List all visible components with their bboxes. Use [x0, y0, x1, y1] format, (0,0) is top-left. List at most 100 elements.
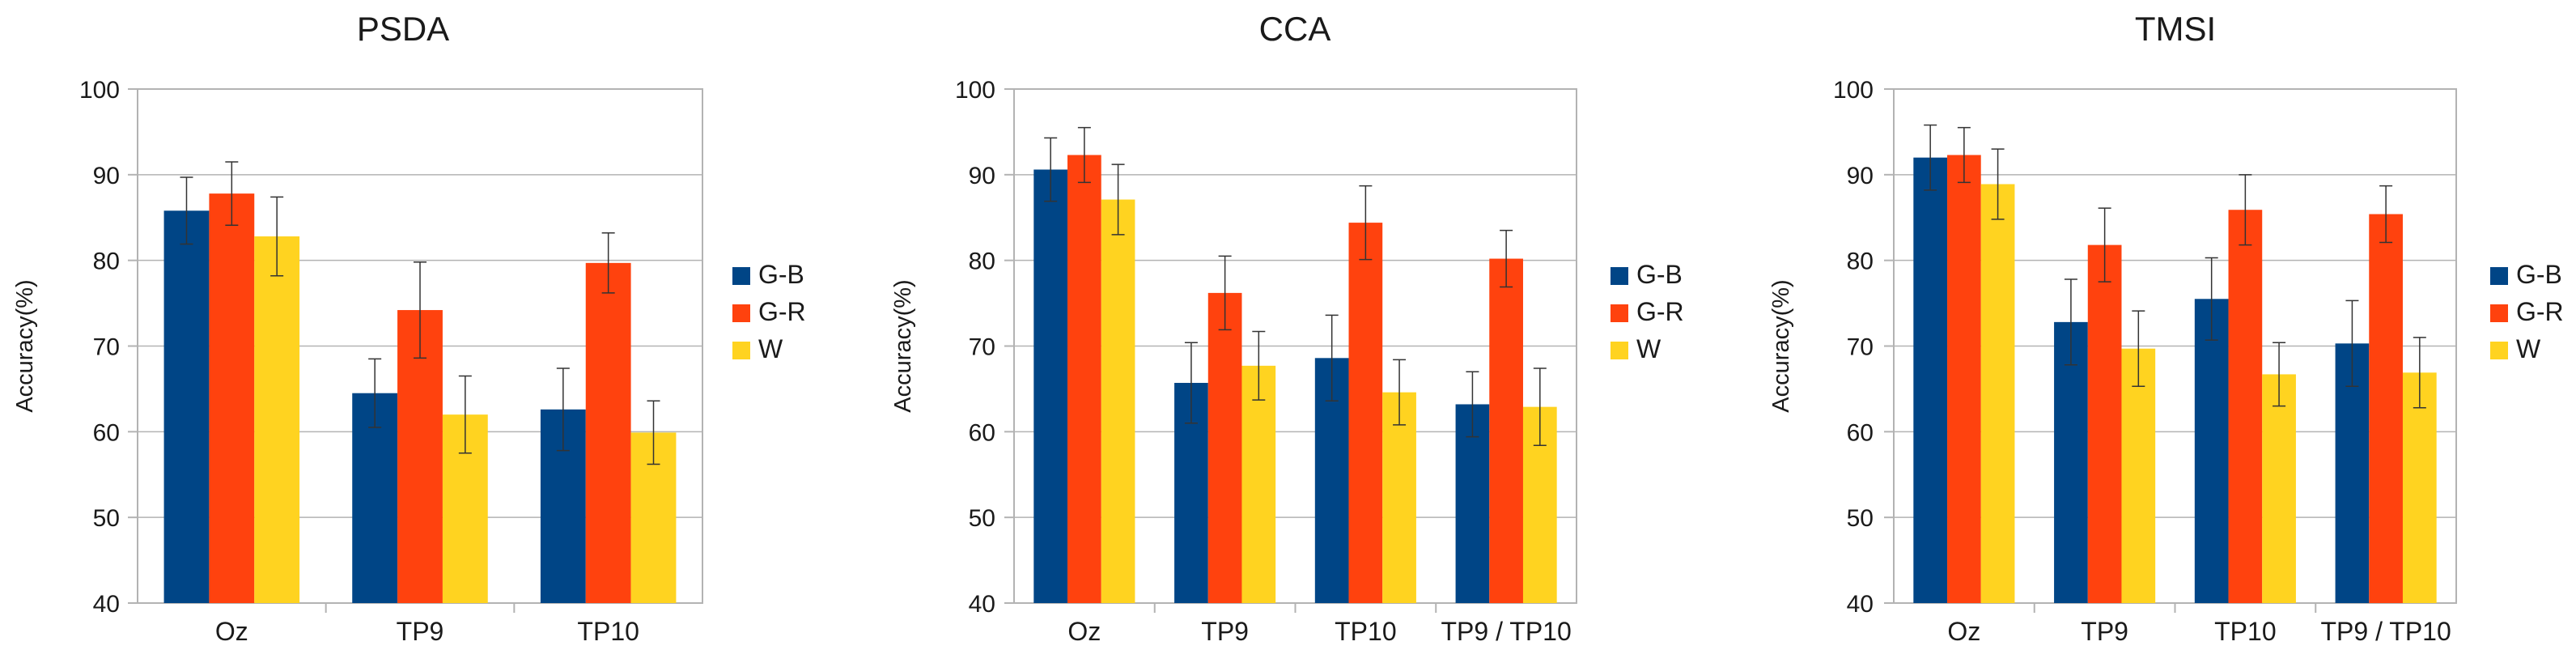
chart-psda-title: PSDA [357, 10, 449, 48]
chart-psda-bar-g-b-tp9 [352, 393, 398, 603]
chart-tmsi-y-tick-label: 80 [1847, 249, 1874, 275]
chart-psda-y-tick-label: 90 [93, 163, 120, 189]
chart-tmsi-y-tick-label: 60 [1847, 419, 1874, 446]
chart-psda-error-bar-g-b-tp10 [556, 367, 570, 452]
chart-psda-error-bar-g-b-tp9 [368, 358, 382, 428]
chart-psda-y-axis-label: Accuracy(%) [12, 279, 38, 412]
chart-cca-bar-w-tp9 [1241, 365, 1276, 603]
chart-psda: PSDA Accuracy(%) 40 50 60 70 80 90 100 Oz TP9 TP10 G… [12, 10, 806, 646]
chart-psda-error-bar-w-oz [270, 196, 284, 277]
chart-cca-legend-label-w: W [1636, 334, 1661, 363]
chart-cca-error-bar-g-b-tp10 [1325, 314, 1339, 401]
chart-tmsi-x-tick-label: TP9 / TP10 [2320, 617, 2451, 646]
chart-cca-error-bar-g-b-tp9-tp10 [1466, 371, 1479, 438]
chart-cca-bar-g-r-oz [1067, 155, 1101, 603]
chart-psda-bar-g-r-oz [209, 193, 255, 603]
chart-cca-y-tick-label: 100 [955, 77, 995, 104]
chart-tmsi-bar-g-r-oz [1947, 155, 1981, 603]
chart-tmsi-error-bar-w-tp10 [2273, 342, 2286, 407]
chart-tmsi-legend-label-w: W [2516, 334, 2541, 363]
chart-tmsi-bar-g-b-tp10 [2194, 299, 2229, 603]
chart-tmsi-error-bar-g-r-tp9-tp10 [2379, 185, 2393, 244]
chart-cca-y-tick-label: 70 [969, 334, 995, 361]
chart-psda-y-tick-label: 80 [93, 249, 120, 275]
chart-psda-bar-g-r-tp9 [397, 310, 443, 603]
chart-cca-x-tick-label: TP9 [1201, 617, 1249, 646]
chart-psda-legend-swatch-w [732, 342, 750, 359]
chart-tmsi-y-tick-label: 70 [1847, 334, 1874, 361]
chart-cca-bar-w-tp10 [1382, 392, 1416, 603]
chart-tmsi-error-bar-g-b-tp9-tp10 [2345, 300, 2359, 387]
chart-tmsi-error-bar-g-b-tp10 [2205, 257, 2218, 341]
chart-cca-y-tick-label: 80 [969, 249, 995, 275]
chart-psda-error-bar-g-r-tp9 [414, 261, 427, 359]
chart-cca-y-axis-label: Accuracy(%) [890, 279, 916, 412]
chart-psda-y-tick-label: 100 [79, 77, 120, 104]
chart-tmsi-legend-label-g-r: G-R [2516, 297, 2564, 326]
chart-psda-y-tick-label: 70 [93, 334, 120, 361]
chart-cca: CCA Accuracy(%) 40 50 60 70 80 90 100 Oz TP9 TP10 TP… [890, 10, 1684, 646]
chart-cca-x-tick-label: TP10 [1335, 617, 1396, 646]
chart-tmsi-y-tick-label: 100 [1833, 77, 1874, 104]
chart-tmsi-legend-swatch-g-r [2490, 304, 2508, 322]
chart-cca-error-bar-w-tp9-tp10 [1533, 367, 1547, 447]
chart-cca-bar-g-b-oz [1033, 169, 1068, 603]
chart-cca-error-bar-g-b-tp9 [1184, 342, 1198, 424]
chart-tmsi-bar-g-r-tp9 [2087, 244, 2122, 603]
chart-tmsi-y-tick-label: 90 [1847, 163, 1874, 189]
chart-tmsi-bar-w-tp9-tp10 [2402, 372, 2437, 603]
chart-cca-legend-swatch-g-b [1611, 267, 1628, 285]
chart-psda-bar-g-b-oz [163, 210, 210, 603]
chart-tmsi-legend-swatch-w [2490, 342, 2508, 359]
chart-psda-error-bar-g-r-oz [225, 161, 239, 227]
chart-tmsi-bar-g-b-oz [1913, 157, 1948, 603]
chart-tmsi-legend-label-g-b: G-B [2516, 260, 2562, 289]
chart-cca-error-bar-w-tp9 [1252, 330, 1266, 401]
chart-cca-legend-swatch-g-r [1611, 304, 1628, 322]
chart-psda-legend-swatch-g-r [732, 304, 750, 322]
chart-psda-y-tick-label: 50 [93, 505, 120, 532]
chart-tmsi-bar-w-tp10 [2262, 374, 2296, 603]
chart-cca-bar-g-r-tp9 [1207, 292, 1242, 603]
chart-psda-error-bar-g-r-tp10 [601, 232, 615, 294]
chart-tmsi-bar-w-tp9 [2121, 348, 2156, 603]
chart-psda-x-tick-label: TP9 [397, 617, 444, 646]
chart-psda-legend-label-g-b: G-B [758, 260, 804, 289]
chart-psda-bar-w-oz [254, 236, 300, 603]
chart-cca-bar-g-r-tp9-tp10 [1489, 258, 1523, 603]
chart-cca-y-tick-label: 90 [969, 163, 995, 189]
chart-psda-error-bar-w-tp9 [458, 375, 472, 454]
chart-cca-y-tick-label: 40 [969, 591, 995, 618]
chart-cca-bar-g-r-tp10 [1348, 223, 1383, 603]
chart-tmsi-error-bar-g-r-tp9 [2098, 207, 2111, 283]
chart-psda-y-tick-label: 60 [93, 419, 120, 446]
chart-cca-x-tick-label: TP9 / TP10 [1441, 617, 1571, 646]
chart-cca-y-tick-label: 60 [969, 419, 995, 446]
chart-cca-legend-label-g-r: G-R [1636, 297, 1684, 326]
chart-psda-x-tick-label: TP10 [577, 617, 639, 646]
chart-tmsi: TMSI Accuracy(%) 40 50 60 70 80 90 100 Oz TP9 TP10 T… [1768, 10, 2564, 646]
chart-tmsi-error-bar-w-tp9 [2132, 310, 2145, 387]
chart-tmsi-y-tick-label: 50 [1847, 505, 1874, 532]
chart-cca-error-bar-w-tp10 [1393, 359, 1407, 426]
chart-psda-error-bar-w-tp10 [647, 400, 660, 465]
chart-psda-x-tick-label: Oz [215, 617, 248, 646]
chart-cca-legend-label-g-b: G-B [1636, 260, 1683, 289]
chart-tmsi-error-bar-g-b-tp9 [2064, 278, 2077, 366]
chart-cca-x-tick-label: Oz [1067, 617, 1101, 646]
chart-tmsi-error-bar-g-b-oz [1924, 124, 1937, 191]
chart-cca-error-bar-g-r-tp9-tp10 [1500, 229, 1513, 288]
chart-cca-y-tick-label: 50 [969, 505, 995, 532]
chart-tmsi-error-bar-g-r-tp10 [2239, 174, 2252, 246]
chart-tmsi-x-tick-label: Oz [1947, 617, 1980, 646]
chart-tmsi-x-tick-label: TP9 [2081, 617, 2128, 646]
chart-psda-legend-label-w: W [758, 334, 783, 363]
chart-psda-y-tick-label: 40 [93, 591, 120, 618]
chart-psda-error-bar-g-b-oz [180, 176, 193, 245]
chart-tmsi-error-bar-w-oz [1991, 148, 2005, 220]
chart-tmsi-bar-g-r-tp10 [2228, 210, 2263, 603]
chart-cca-error-bar-w-oz [1111, 164, 1125, 236]
chart-tmsi-bar-w-oz [1980, 184, 2015, 604]
chart-tmsi-error-bar-w-tp9-tp10 [2413, 337, 2426, 409]
